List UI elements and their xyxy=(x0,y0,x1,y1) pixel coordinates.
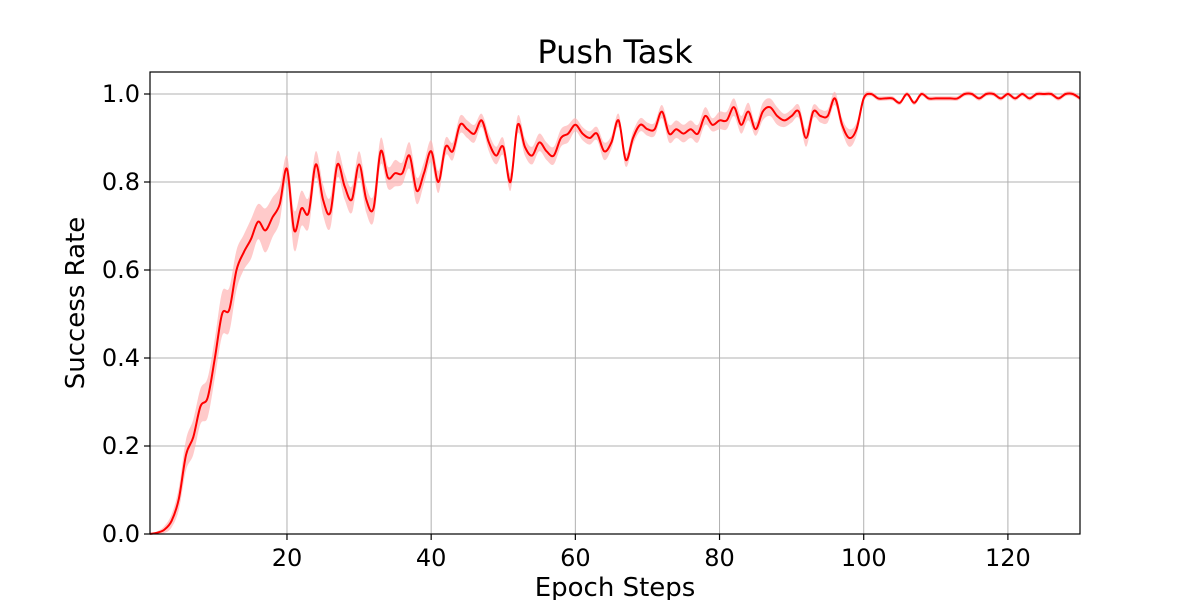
x-tick-label: 80 xyxy=(704,544,735,572)
plot-frame xyxy=(149,71,1081,535)
x-axis-ticks: 20 40 60 80 100 120 xyxy=(272,534,1031,572)
chart-title: Push Task xyxy=(537,33,693,71)
grid-layer xyxy=(150,72,1080,535)
x-axis-label: Epoch Steps xyxy=(535,573,696,600)
x-tick-label: 40 xyxy=(416,544,447,572)
x-tick-label: 120 xyxy=(985,544,1031,572)
y-tick-label: 0.4 xyxy=(102,344,140,372)
success-rate-line xyxy=(149,92,1081,535)
x-tick-label: 20 xyxy=(272,544,303,572)
y-tick-label: 0.8 xyxy=(102,168,140,196)
y-tick-label: 1.0 xyxy=(102,80,140,108)
confidence-band xyxy=(150,91,1080,535)
x-tick-label: 100 xyxy=(841,544,887,572)
y-tick-label: 0.0 xyxy=(102,520,140,548)
y-axis-label: Success Rate xyxy=(61,217,91,390)
band-layer xyxy=(150,91,1080,535)
x-tick-label: 60 xyxy=(560,544,591,572)
line-layer xyxy=(149,92,1081,535)
y-tick-label: 0.6 xyxy=(102,256,140,284)
y-tick-label: 0.2 xyxy=(102,432,140,460)
y-axis-ticks: 0.0 0.2 0.4 0.6 0.8 1.0 xyxy=(102,80,150,548)
